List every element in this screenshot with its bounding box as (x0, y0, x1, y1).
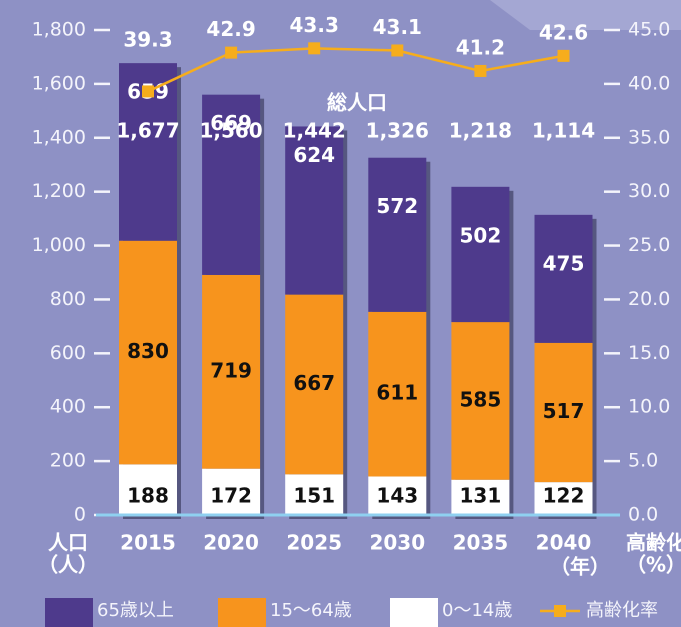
bar-segment (285, 474, 344, 515)
x-tick-label: 2035 (453, 531, 509, 555)
bar-segment (202, 94, 261, 275)
x-tick-label: 2020 (203, 531, 259, 555)
total-label: 1,677 (116, 119, 179, 143)
line-marker (391, 44, 404, 57)
corner-decoration (490, 0, 681, 30)
legend-label: 0～14歳 (442, 600, 512, 621)
y2-tick-label: 35.0 (628, 126, 670, 148)
y-tick-label: 400 (50, 396, 86, 418)
data-label: 517 (543, 399, 585, 423)
data-label: 131 (460, 484, 502, 508)
data-label: 667 (293, 371, 335, 395)
total-label: 1,326 (366, 119, 429, 143)
bar-segment (534, 342, 593, 483)
y2-tick-label: 40.0 (628, 72, 670, 94)
line-label: 43.1 (373, 15, 422, 39)
bar-segment (451, 322, 510, 480)
y-tick-label: 800 (50, 288, 86, 310)
y-tick-label: 200 (50, 450, 86, 472)
y2-tick-label: 45.0 (628, 19, 670, 41)
data-label: 151 (293, 484, 335, 508)
data-label: 172 (210, 484, 252, 508)
y-tick-label: 1,800 (32, 19, 86, 41)
data-label: 572 (376, 194, 418, 218)
bar-segment (368, 476, 427, 515)
bar-segment (368, 157, 427, 312)
line-label: 42.6 (539, 20, 588, 44)
y-tick-label: 1,200 (32, 180, 86, 202)
line-marker (557, 49, 570, 62)
line-marker (225, 46, 238, 59)
totals-title: 総人口 (327, 91, 387, 115)
y2-tick-label: 5.0 (628, 450, 658, 472)
bar-segment (368, 311, 427, 477)
data-label: 719 (210, 358, 252, 382)
bar-segment (285, 126, 344, 295)
line-label: 41.2 (456, 35, 505, 59)
y2-tick-label: 10.0 (628, 396, 670, 418)
data-label: 585 (460, 387, 502, 411)
bar-segment (451, 186, 510, 323)
y2-tick-label: 20.0 (628, 288, 670, 310)
y-tick-label: 1,400 (32, 126, 86, 148)
x-tick-label: 2025 (286, 531, 342, 555)
bar-segment (534, 482, 593, 515)
line-marker (308, 42, 321, 55)
total-label: 1,560 (199, 119, 262, 143)
y2-tick-label: 0.0 (628, 504, 658, 526)
data-label: 122 (543, 484, 585, 508)
bar-segment (451, 479, 510, 515)
y2-tick-label: 25.0 (628, 234, 670, 256)
y-axis-label: 人口 (48, 531, 88, 555)
line-marker (474, 64, 487, 77)
bar-segment (534, 214, 593, 343)
bar-segment (119, 464, 177, 515)
y-tick-label: 1,600 (32, 72, 86, 94)
y2-axis-label: （%） (626, 553, 681, 577)
x-tick-label: 2015 (120, 531, 176, 555)
y-tick-label: 0 (74, 504, 86, 526)
legend-marker (554, 605, 566, 617)
data-label: 611 (376, 381, 418, 405)
legend-swatch (218, 598, 266, 627)
line (147, 47, 564, 93)
y-axis-label: （人） (38, 553, 98, 577)
total-label: 1,218 (449, 119, 512, 143)
y2-tick-label: 30.0 (628, 180, 670, 202)
data-label: 475 (543, 251, 585, 275)
bar-segment (202, 468, 261, 515)
line-label: 42.9 (206, 17, 255, 41)
x-axis-label: （年） (550, 555, 610, 579)
data-label: 830 (127, 339, 169, 363)
bar-segment (119, 240, 177, 465)
legend-label: 65歳以上 (97, 600, 174, 621)
x-tick-label: 2030 (369, 531, 425, 555)
bar-segment (202, 274, 261, 469)
data-label: 624 (293, 143, 335, 167)
y-tick-label: 600 (50, 342, 86, 364)
total-label: 1,442 (283, 119, 346, 143)
bar-segment (285, 294, 344, 475)
legend-label: 高齢化率 (586, 600, 658, 621)
data-label: 188 (127, 484, 169, 508)
data-label: 669 (210, 111, 252, 135)
y2-tick-label: 15.0 (628, 342, 670, 364)
total-label: 1,114 (532, 119, 595, 143)
x-tick-label: 2040 (536, 531, 592, 555)
data-label: 502 (460, 223, 502, 247)
legend-swatch (45, 598, 93, 627)
data-label: 143 (376, 484, 418, 508)
y-tick-label: 1,000 (32, 234, 86, 256)
line-marker (142, 85, 154, 98)
legend-label: 15～64歳 (270, 600, 352, 621)
line-label: 43.3 (290, 13, 339, 37)
line-label: 39.3 (123, 28, 172, 52)
legend-swatch (390, 598, 438, 627)
y2-axis-label: 高齢化率 (626, 531, 681, 555)
